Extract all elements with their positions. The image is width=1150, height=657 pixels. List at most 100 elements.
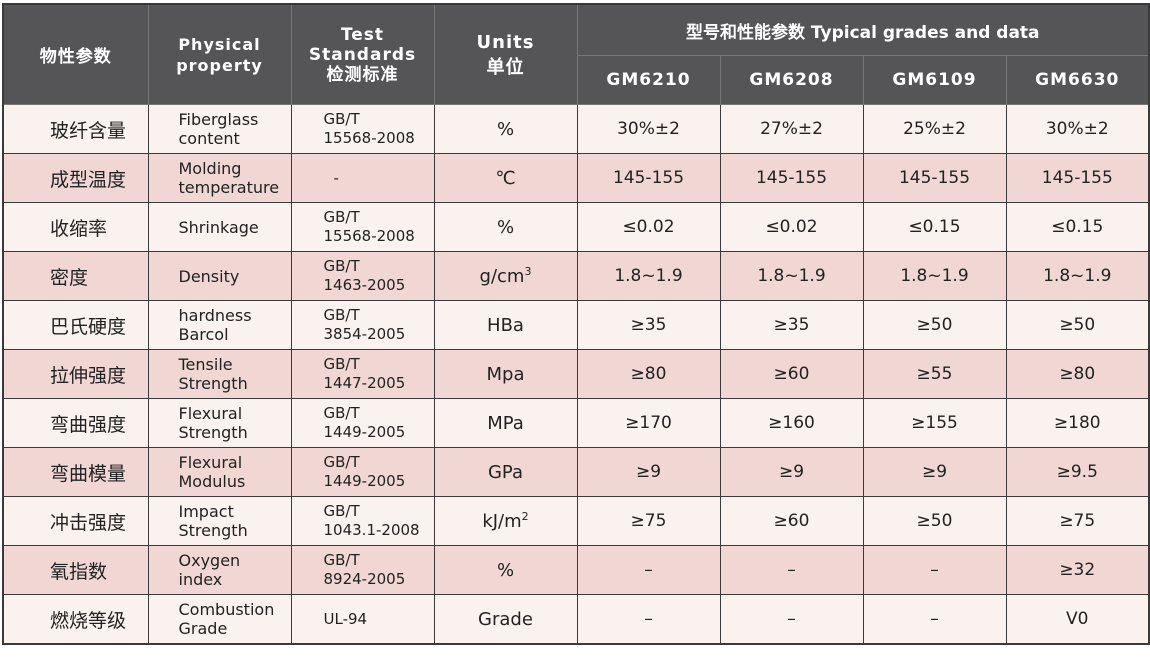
grade-value-3: ≥9 <box>862 447 1007 497</box>
test-standard-line2: 8924-2005 <box>323 570 406 588</box>
unit-cell: % <box>433 104 578 154</box>
table-row: 燃烧等级 Combustion Grade UL-94 Grade – – – V0 <box>2 594 1150 645</box>
unit-cell: ℃ <box>433 153 578 203</box>
header-grade-4: GM6630 <box>1005 55 1150 105</box>
grade-value-2: ≥60 <box>719 496 864 546</box>
unit-cell: % <box>433 202 578 252</box>
test-standard: GB/T 3854-2005 <box>290 300 435 350</box>
header-row-top: 物性参数 Physical property Test Standards 检测… <box>2 3 1150 105</box>
table-body: 玻纤含量 Fiberglass content GB/T 15568-2008% 30%±… <box>2 104 1150 645</box>
grade-value-4: 1.8~1.9 <box>1005 251 1150 301</box>
property-name-en: Tensile Strength <box>147 349 292 399</box>
unit-cell: GPa <box>433 447 578 497</box>
grade-value-1: ≤0.02 <box>576 202 721 252</box>
unit-text: MPa <box>487 412 524 434</box>
grade-value-2: 145-155 <box>719 153 864 203</box>
grade-value-4: 30%±2 <box>1005 104 1150 154</box>
property-name-en: Impact Strength <box>147 496 292 546</box>
grade-value-3: – <box>862 545 1007 595</box>
grade-value-3: ≥155 <box>862 398 1007 448</box>
property-name-en-line1: Oxygen <box>178 551 241 570</box>
grade-value-4: 145-155 <box>1005 153 1150 203</box>
header-physical-line2: property <box>176 55 263 75</box>
grade-value-2: ≥160 <box>719 398 864 448</box>
grade-value-1: ≥35 <box>576 300 721 350</box>
table-row: 密度 Density GB/T 1463-2005 g/cm3 1.8~1.9 1.8~1.… <box>2 251 1150 301</box>
property-name-en-line1: Fiberglass <box>178 110 259 129</box>
test-standard-line1: GB/T <box>323 306 360 324</box>
unit-text: Grade <box>478 608 533 630</box>
table-row: 玻纤含量 Fiberglass content GB/T 15568-2008% 30%±… <box>2 104 1150 154</box>
property-name-en-line1: Flexural <box>178 404 243 423</box>
properties-table: 物性参数 Physical property Test Standards 检测… <box>2 3 1150 645</box>
test-standard-line1: GB/T <box>323 110 360 128</box>
unit-text: % <box>496 559 515 581</box>
grade-value-1: – <box>576 594 721 645</box>
table-row: 成型温度 Molding temperature - ℃ 145-155 145-155 14… <box>2 153 1150 203</box>
header-test-line1: Test <box>340 24 385 45</box>
test-standard-line1: GB/T <box>323 355 360 373</box>
grade-value-3: ≥50 <box>862 496 1007 546</box>
property-name-en-line1: Combustion <box>178 600 275 619</box>
property-name-en: Shrinkage <box>147 202 292 252</box>
property-name-en: Flexural Modulus <box>147 447 292 497</box>
test-standard: GB/T 1043.1-2008 <box>290 496 435 546</box>
property-name-en-line1: Shrinkage <box>178 217 259 237</box>
header-units-line1: Units <box>476 31 535 53</box>
test-standard-line2: 3854-2005 <box>323 325 406 343</box>
property-name-en-line2: Barcol <box>178 325 229 344</box>
header-physical-property: Physical property <box>147 3 292 105</box>
grade-value-2: – <box>719 594 864 645</box>
test-standard-line1: - <box>333 168 339 187</box>
grade-value-3: ≥55 <box>862 349 1007 399</box>
unit-cell: Grade <box>433 594 578 645</box>
unit-text: HBa <box>487 314 524 336</box>
property-name-en-line1: Tensile <box>178 355 233 374</box>
unit-cell: kJ/m2 <box>433 496 578 546</box>
unit-cell: Mpa <box>433 349 578 399</box>
grade-value-3: 25%±2 <box>862 104 1007 154</box>
property-name-cn: 密度 <box>2 251 149 301</box>
grade-value-3: ≤0.15 <box>862 202 1007 252</box>
property-name-cn: 弯曲模量 <box>2 447 149 497</box>
property-name-en-line2: Modulus <box>178 472 246 491</box>
property-name-en-line2: Grade <box>178 619 228 638</box>
property-name-cn: 玻纤含量 <box>2 104 149 154</box>
grade-value-4: ≥50 <box>1005 300 1150 350</box>
grade-value-2: – <box>719 545 864 595</box>
unit-text: % <box>496 118 515 140</box>
test-standard-line2: 1449-2005 <box>323 472 406 490</box>
test-standard: GB/T 1449-2005 <box>290 398 435 448</box>
header-test-line3: 检测标准 <box>326 64 399 85</box>
property-name-en-line2: temperature <box>178 178 280 197</box>
grade-value-4: ≥180 <box>1005 398 1150 448</box>
grade-value-2: ≥35 <box>719 300 864 350</box>
table-row: 收缩率 Shrinkage GB/T 15568-2008% ≤0.02 ≤0.02 ≤0.… <box>2 202 1150 252</box>
property-name-en: Flexural Strength <box>147 398 292 448</box>
grade-value-3: – <box>862 594 1007 645</box>
property-name-en-line1: Molding <box>178 159 242 178</box>
header-grade-2: GM6208 <box>719 55 864 105</box>
grade-value-1: 145-155 <box>576 153 721 203</box>
unit-text: ℃ <box>495 167 516 189</box>
table-row: 弯曲强度 Flexural Strength GB/T 1449-2005 MPa ≥170… <box>2 398 1150 448</box>
property-name-en: Density <box>147 251 292 301</box>
property-name-en-line2: Strength <box>178 423 248 442</box>
grade-value-2: 1.8~1.9 <box>719 251 864 301</box>
property-name-en-line2: content <box>178 129 240 148</box>
test-standard: GB/T 1447-2005 <box>290 349 435 399</box>
header-test-standards: Test Standards 检测标准 <box>290 3 435 105</box>
property-name-cn: 燃烧等级 <box>2 594 149 645</box>
test-standard: GB/T 8924-2005 <box>290 545 435 595</box>
property-name-en: Oxygen index <box>147 545 292 595</box>
test-standard-line1: GB/T <box>323 502 360 520</box>
test-standard-line1: GB/T <box>323 257 360 275</box>
table-row: 冲击强度 Impact Strength GB/T 1043.1-2008 kJ/m2 ≥7… <box>2 496 1150 546</box>
test-standard: GB/T 1449-2005 <box>290 447 435 497</box>
unit-text: GPa <box>487 461 524 483</box>
property-name-en: Molding temperature <box>147 153 292 203</box>
grade-value-4: ≤0.15 <box>1005 202 1150 252</box>
property-name-en-line1: Density <box>178 266 240 286</box>
property-name-en: Combustion Grade <box>147 594 292 645</box>
grade-value-3: 1.8~1.9 <box>862 251 1007 301</box>
